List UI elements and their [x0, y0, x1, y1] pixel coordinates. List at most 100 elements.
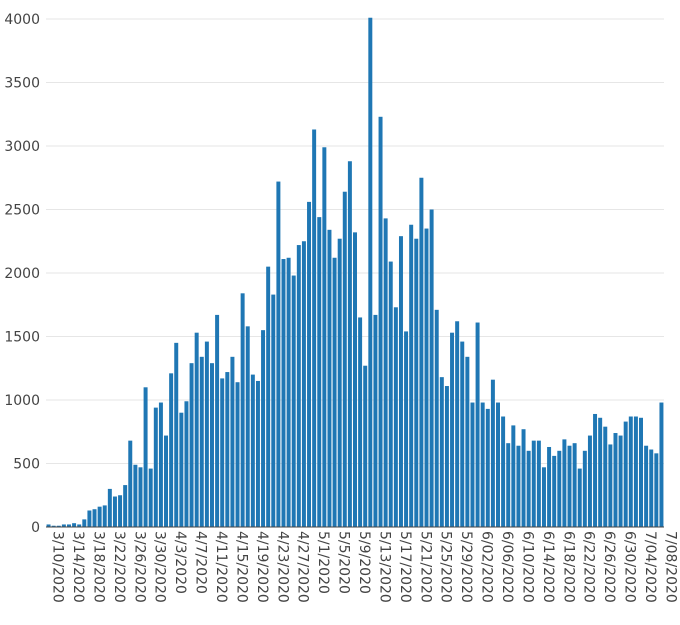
- bar: [444, 386, 449, 527]
- bar: [404, 331, 409, 527]
- bar: [296, 245, 301, 527]
- bar: [623, 421, 628, 527]
- bar: [77, 524, 82, 527]
- y-tick-label: 1500: [4, 330, 40, 346]
- bar: [378, 116, 383, 527]
- bar: [363, 365, 368, 527]
- bar: [317, 217, 322, 527]
- bar: [158, 402, 163, 527]
- bar: [480, 402, 485, 527]
- bar: [582, 450, 587, 527]
- x-tick-label: 4/27/2020: [295, 531, 311, 603]
- bar: [501, 416, 506, 527]
- bar: [475, 322, 480, 527]
- bar: [393, 307, 398, 527]
- bar: [250, 374, 255, 527]
- x-tick-label: 3/22/2020: [111, 531, 127, 603]
- bar: [628, 416, 633, 527]
- x-tick-label: 5/25/2020: [438, 531, 454, 603]
- bar: [598, 417, 603, 527]
- y-tick-label: 2500: [4, 203, 40, 219]
- bar: [204, 341, 209, 527]
- bar: [286, 257, 291, 527]
- bar: [332, 257, 337, 527]
- bar: [210, 363, 214, 527]
- x-tick-label: 6/30/2020: [622, 531, 638, 603]
- bar: [169, 373, 174, 527]
- y-tick-label: 3500: [4, 76, 40, 92]
- bar: [266, 266, 271, 527]
- bar: [46, 524, 51, 527]
- bar: [644, 445, 649, 527]
- bar: [240, 293, 245, 527]
- bar: [654, 453, 659, 527]
- bar: [659, 402, 664, 527]
- x-tick-label: 4/15/2020: [233, 531, 249, 603]
- bar: [87, 510, 92, 527]
- bar: [424, 228, 429, 528]
- x-tick-label: 5/9/2020: [356, 531, 372, 594]
- bar: [133, 464, 138, 527]
- bar: [337, 238, 342, 527]
- bar: [143, 387, 148, 527]
- bar: [307, 201, 312, 527]
- x-tick-label: 3/10/2020: [50, 531, 66, 603]
- bar: [521, 429, 526, 527]
- y-axis: 0 500 1000 1500 2000 2500 3000 3500 4000: [4, 12, 40, 536]
- bar: [526, 450, 531, 527]
- bar: [547, 446, 552, 527]
- bar: [398, 236, 403, 528]
- bar: [639, 417, 643, 527]
- bar: [301, 241, 306, 527]
- bar: [572, 443, 577, 527]
- bar: [276, 181, 281, 527]
- bar: [235, 382, 240, 527]
- bar: [199, 356, 204, 527]
- bar: [342, 191, 347, 527]
- y-tick-label: 0: [31, 520, 40, 536]
- bar: [56, 525, 61, 527]
- bar: [245, 326, 250, 527]
- bar: [51, 525, 56, 527]
- bar: [409, 224, 414, 528]
- bar: [92, 509, 97, 527]
- bar: [107, 488, 112, 527]
- x-tick-label: 7/04/2020: [642, 531, 658, 603]
- bar: [225, 372, 230, 527]
- bar: [649, 449, 654, 527]
- bar: [516, 445, 521, 527]
- x-tick-label: 4/3/2020: [172, 531, 188, 594]
- y-tick-label: 4000: [4, 12, 40, 28]
- bar: [439, 377, 444, 527]
- x-tick-label: 4/23/2020: [274, 531, 290, 603]
- bar: [128, 440, 133, 527]
- bar: [123, 485, 128, 527]
- bar: [97, 506, 102, 527]
- x-tick-label: 6/14/2020: [540, 531, 556, 603]
- bar: [465, 356, 470, 527]
- bar: [102, 505, 107, 527]
- bar: [506, 443, 511, 527]
- x-tick-label: 6/02/2020: [479, 531, 495, 603]
- bar: [138, 467, 143, 527]
- bar: [281, 259, 286, 527]
- bars-layer: [46, 17, 664, 528]
- bar: [383, 218, 388, 527]
- bar: [220, 378, 225, 527]
- bar: [450, 332, 455, 527]
- bar: [490, 379, 495, 527]
- bar: [327, 229, 332, 527]
- bar: [577, 468, 582, 527]
- x-tick-label: 6/26/2020: [601, 531, 617, 603]
- bar: [368, 17, 373, 527]
- bar: [66, 524, 71, 527]
- bar: [148, 468, 153, 527]
- x-tick-label: 3/14/2020: [70, 531, 86, 603]
- bar: [291, 275, 296, 527]
- bar: [153, 407, 158, 527]
- x-tick-label: 6/10/2020: [519, 531, 535, 603]
- y-tick-label: 1000: [4, 393, 40, 409]
- bar: [255, 380, 260, 527]
- x-tick-label: 7/08/2020: [662, 531, 678, 603]
